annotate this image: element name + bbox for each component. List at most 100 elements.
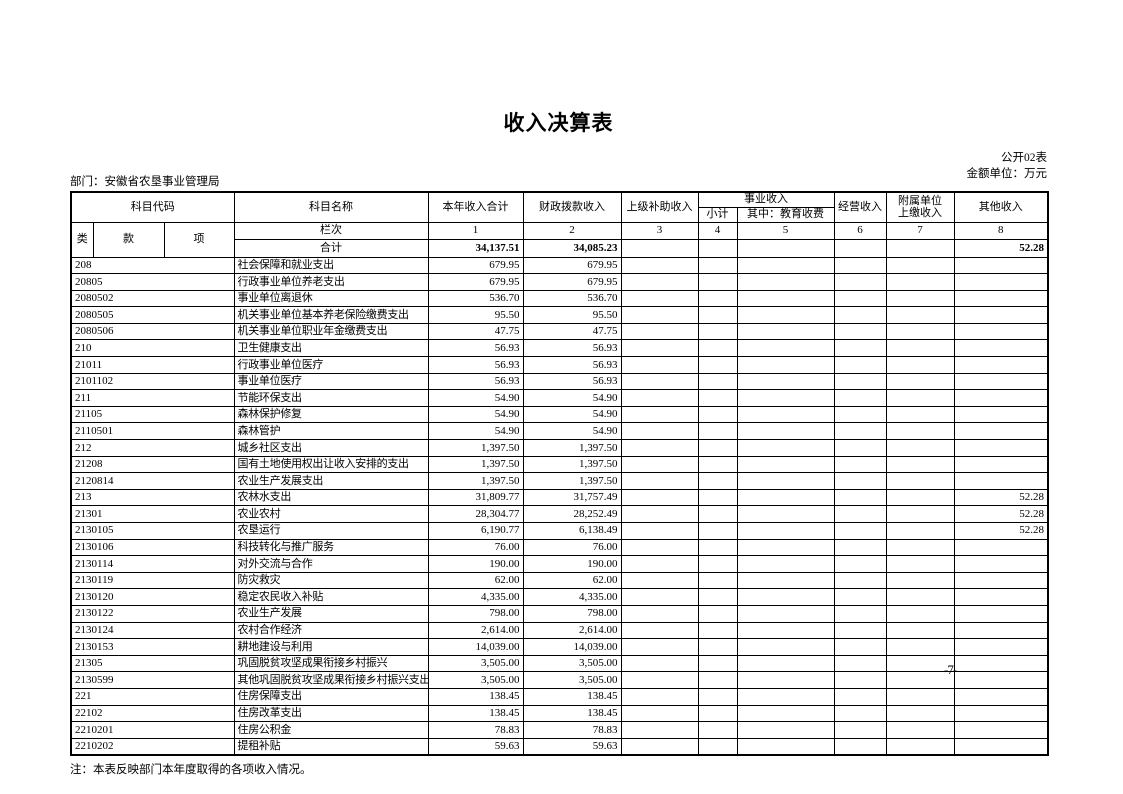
table-row: 2080506 机关事业单位职业年金缴费支出 47.75 47.75 bbox=[70, 322, 1049, 341]
header-subject-code: 科目代码 bbox=[70, 191, 235, 223]
subject-name-cell: 社会保障和就业支出 bbox=[233, 256, 429, 275]
value-cell bbox=[833, 654, 887, 673]
value-cell: 52.28 bbox=[953, 505, 1049, 523]
value-cell bbox=[953, 555, 1049, 573]
value-cell: 190.00 bbox=[522, 555, 622, 573]
value-cell: 4,335.00 bbox=[427, 588, 524, 606]
value-cell: 95.50 bbox=[427, 306, 524, 324]
value-cell bbox=[833, 671, 887, 689]
table-row: 2130124 农村合作经济 2,614.00 2,614.00 bbox=[70, 621, 1049, 640]
value-cell bbox=[885, 422, 955, 441]
value-cell bbox=[953, 621, 1049, 640]
value-cell bbox=[885, 389, 955, 407]
value-cell: 798.00 bbox=[427, 604, 524, 623]
value-cell bbox=[736, 306, 835, 324]
value-cell: 1,397.50 bbox=[427, 439, 524, 457]
value-cell bbox=[885, 273, 955, 291]
value-cell bbox=[697, 671, 738, 689]
value-cell bbox=[885, 356, 955, 374]
column-number: 7 bbox=[885, 221, 955, 240]
value-cell bbox=[885, 704, 955, 723]
subject-name-cell: 防灾救灾 bbox=[233, 571, 429, 590]
value-cell bbox=[833, 405, 887, 424]
value-cell bbox=[697, 721, 738, 739]
subject-code-cell: 2130120 bbox=[70, 588, 235, 606]
value-cell bbox=[953, 405, 1049, 424]
subject-code-cell: 2080506 bbox=[70, 322, 235, 341]
value-cell bbox=[620, 322, 699, 341]
value-cell: 6,190.77 bbox=[427, 522, 524, 540]
subject-name-cell: 卫生健康支出 bbox=[233, 339, 429, 358]
subject-name-cell: 耕地建设与利用 bbox=[233, 638, 429, 656]
table-row: 2210202 提租补贴 59.63 59.63 bbox=[70, 737, 1049, 756]
header-current-year-total: 本年收入合计 bbox=[427, 191, 524, 223]
value-cell bbox=[833, 273, 887, 291]
value-cell bbox=[833, 505, 887, 523]
doc-label: 公开02表 bbox=[1001, 152, 1047, 164]
value-cell: 679.95 bbox=[522, 256, 622, 275]
value-cell bbox=[697, 505, 738, 523]
value-cell: 138.45 bbox=[522, 687, 622, 706]
value-cell bbox=[953, 538, 1049, 557]
value-cell: 47.75 bbox=[427, 322, 524, 341]
value-cell bbox=[697, 439, 738, 457]
value-cell bbox=[697, 306, 738, 324]
value-cell bbox=[953, 654, 1049, 673]
table-row: 2080502 事业单位离退休 536.70 536.70 bbox=[70, 289, 1049, 308]
value-cell bbox=[833, 522, 887, 540]
affiliated-line2: 上缴收入 bbox=[898, 207, 943, 220]
value-cell bbox=[885, 737, 955, 756]
subject-code-cell: 221 bbox=[70, 687, 235, 706]
value-cell bbox=[697, 289, 738, 308]
value-cell: 59.63 bbox=[427, 737, 524, 756]
header-lanci: 栏次 bbox=[233, 221, 429, 240]
column-number: 4 bbox=[697, 221, 738, 240]
subject-code-cell: 21301 bbox=[70, 505, 235, 523]
value-cell bbox=[697, 638, 738, 656]
value-cell: 679.95 bbox=[427, 273, 524, 291]
table-row: 2130599 其他巩固脱贫攻坚成果衔接乡村振兴支出 3,505.00 3,505.0… bbox=[70, 671, 1049, 689]
value-cell bbox=[620, 488, 699, 507]
value-cell bbox=[885, 687, 955, 706]
value-cell bbox=[885, 455, 955, 474]
value-cell bbox=[620, 704, 699, 723]
value-cell: 1,397.50 bbox=[522, 439, 622, 457]
value-cell: 59.63 bbox=[522, 737, 622, 756]
value-cell bbox=[885, 571, 955, 590]
value-cell bbox=[697, 472, 738, 490]
subject-name-cell: 行政事业单位养老支出 bbox=[233, 273, 429, 291]
table-row: 210 卫生健康支出 56.93 56.93 bbox=[70, 339, 1049, 358]
value-cell bbox=[885, 256, 955, 275]
table-header: 科目代码 科目名称 本年收入合计 财政拨款收入 上级补助收入 事业收入 经营收入… bbox=[70, 191, 1049, 258]
value-cell bbox=[885, 721, 955, 739]
value-cell: 2,614.00 bbox=[427, 621, 524, 640]
value-cell bbox=[953, 721, 1049, 739]
value-cell bbox=[697, 737, 738, 756]
value-cell: 798.00 bbox=[522, 604, 622, 623]
subject-code-cell: 2130119 bbox=[70, 571, 235, 590]
value-cell bbox=[736, 621, 835, 640]
value-cell bbox=[885, 472, 955, 490]
value-cell: 52.28 bbox=[953, 522, 1049, 540]
value-cell bbox=[953, 687, 1049, 706]
total-value-cell bbox=[736, 238, 835, 258]
value-cell: 56.93 bbox=[522, 339, 622, 358]
value-cell bbox=[736, 356, 835, 374]
subject-name-cell: 农业农村 bbox=[233, 505, 429, 523]
value-cell bbox=[697, 256, 738, 275]
value-cell bbox=[953, 439, 1049, 457]
value-cell bbox=[736, 322, 835, 341]
value-cell bbox=[697, 389, 738, 407]
value-cell bbox=[736, 654, 835, 673]
value-cell: 95.50 bbox=[522, 306, 622, 324]
value-cell bbox=[620, 505, 699, 523]
value-cell bbox=[736, 555, 835, 573]
subject-code-cell: 208 bbox=[70, 256, 235, 275]
subject-code-cell: 2210202 bbox=[70, 737, 235, 756]
value-cell bbox=[833, 306, 887, 324]
subject-code-cell: 2130114 bbox=[70, 555, 235, 573]
subject-name-cell: 事业单位医疗 bbox=[233, 372, 429, 391]
value-cell bbox=[620, 522, 699, 540]
subject-name-cell: 农垦运行 bbox=[233, 522, 429, 540]
